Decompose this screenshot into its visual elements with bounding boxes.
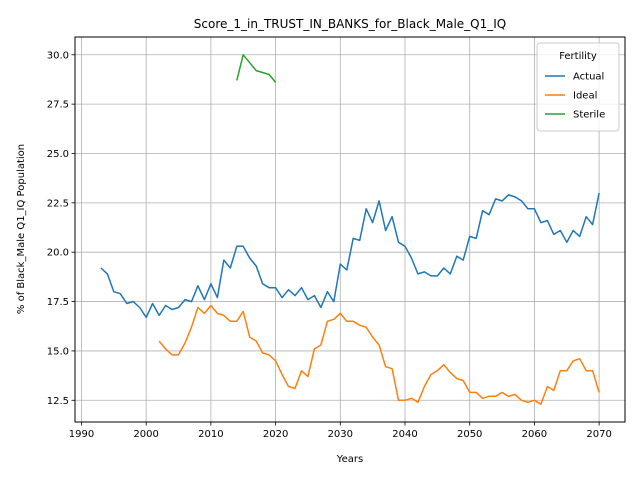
- x-tick-label: 2030: [328, 429, 353, 440]
- y-tick-label: 25.0: [47, 149, 69, 160]
- series-line-actual: [100, 192, 600, 319]
- y-tick-label: 30.0: [47, 50, 69, 61]
- axis-ticks: 1990 2000 2010 2020 2030 2040 2050 2060 2070 12.5…: [47, 50, 612, 440]
- y-tick-label: 20.0: [47, 248, 69, 259]
- legend-title: Fertility: [559, 51, 597, 62]
- y-tick-label: 27.5: [47, 100, 69, 111]
- x-tick-label: 2070: [586, 429, 611, 440]
- legend-box: [536, 42, 620, 132]
- y-tick-label: 12.5: [47, 396, 69, 407]
- y-tick-label: 15.0: [47, 346, 69, 357]
- legend: Fertility Actual Ideal Sterile: [536, 42, 620, 132]
- series-lines: [100, 54, 600, 405]
- y-tick-label: 17.5: [47, 297, 69, 308]
- x-tick-label: 2040: [392, 429, 417, 440]
- series-line-ideal: [158, 304, 600, 405]
- legend-items: Actual Ideal Sterile: [545, 72, 605, 121]
- chart-title: Score_1_in_TRUST_IN_BANKS_for_Black_Male…: [194, 17, 506, 31]
- series-line-sterile: [236, 54, 277, 83]
- x-tick-label: 2020: [263, 429, 288, 440]
- legend-label-ideal: Ideal: [573, 91, 597, 102]
- x-tick-label: 2060: [522, 429, 547, 440]
- x-tick-label: 1990: [69, 429, 94, 440]
- y-tick-label: 22.5: [47, 198, 69, 209]
- y-axis-label: % of Black_Male Q1_IQ Population: [16, 144, 27, 314]
- plot-frame: [74, 36, 626, 423]
- x-tick-label: 2010: [198, 429, 223, 440]
- legend-label-actual: Actual: [573, 72, 604, 83]
- x-axis-label: Years: [336, 454, 363, 465]
- x-tick-label: 2000: [133, 429, 158, 440]
- x-tick-label: 2050: [457, 429, 482, 440]
- legend-label-sterile: Sterile: [573, 110, 605, 121]
